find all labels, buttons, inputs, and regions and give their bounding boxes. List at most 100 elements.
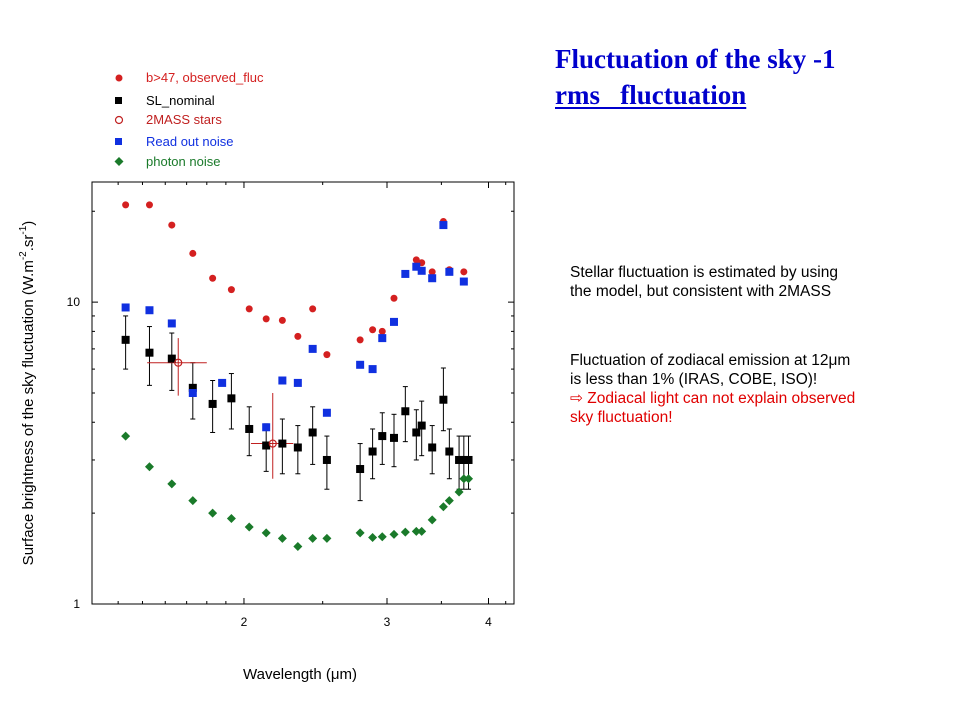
point-read-out-noise <box>322 408 331 417</box>
point-read-out-noise <box>389 317 398 326</box>
point-photon-noise <box>427 515 437 525</box>
stellar-note-line-2: the model, but consistent with 2MASS <box>570 283 832 300</box>
point-sl-nominal <box>389 433 398 442</box>
legend-item-observed: b>47, observed_fluc <box>115 70 264 85</box>
legend-label-observed: b>47, observed_fluc <box>146 70 264 85</box>
point-b-47-observed-fluc <box>245 305 253 313</box>
legend-item-readout: Read out noise <box>115 134 233 149</box>
point-b-47-observed-fluc <box>428 268 436 276</box>
point-sl-nominal <box>401 407 410 416</box>
point-read-out-noise <box>145 306 154 315</box>
point-sl-nominal <box>167 354 176 363</box>
point-photon-noise <box>167 479 177 489</box>
point-2mass-stars <box>268 439 277 448</box>
legend-item-sl-nominal: SL_nominal <box>115 93 215 108</box>
point-sl-nominal <box>459 455 468 464</box>
zodiacal-note-line-1: Fluctuation of zodiacal emission at 12μm <box>570 352 851 369</box>
point-sl-nominal <box>368 447 377 456</box>
legend-label-sl-nominal: SL_nominal <box>146 93 215 108</box>
point-sl-nominal <box>208 399 217 408</box>
point-2mass-stars <box>174 358 183 367</box>
point-b-47-observed-fluc <box>323 351 331 359</box>
plot-frame <box>91 181 515 605</box>
point-sl-nominal <box>378 432 387 441</box>
zodiacal-note-line-3: ⇨ Zodiacal light can not explain observe… <box>570 390 856 407</box>
legend-item-photon: photon noise <box>114 154 220 169</box>
point-sl-nominal <box>412 428 421 437</box>
point-b-47-observed-fluc <box>122 201 130 209</box>
point-b-47-observed-fluc <box>278 316 286 324</box>
legend: b>47, observed_fluc SL_nominal 2MASS sta… <box>114 70 264 169</box>
legend-marker-photon <box>114 157 124 166</box>
point-read-out-noise <box>428 274 437 283</box>
point-read-out-noise <box>167 319 176 328</box>
legend-label-readout: Read out noise <box>146 134 233 149</box>
point-photon-noise <box>438 502 448 512</box>
point-sl-nominal <box>322 455 331 464</box>
legend-item-2mass: 2MASS stars <box>114 112 222 127</box>
point-sl-nominal <box>262 441 271 450</box>
point-sl-nominal <box>308 428 317 437</box>
zodiacal-note: Fluctuation of zodiacal emission at 12μm… <box>570 351 940 427</box>
point-photon-noise <box>411 526 421 536</box>
point-photon-noise <box>188 496 198 506</box>
stellar-note-line-1: Stellar fluctuation is estimated by usin… <box>570 264 838 281</box>
legend-label-2mass: 2MASS stars <box>146 112 222 127</box>
point-sl-nominal <box>439 395 448 404</box>
point-sl-nominal <box>464 455 473 464</box>
point-photon-noise <box>444 496 454 506</box>
y-axis-label-sup1: -2 <box>18 251 29 260</box>
point-read-out-noise <box>439 221 448 230</box>
zodiacal-note-line-4: sky fluctuation! <box>570 409 673 426</box>
point-read-out-noise <box>378 334 387 343</box>
point-photon-noise <box>293 542 303 552</box>
point-read-out-noise <box>218 378 227 387</box>
axis-ticks <box>92 182 514 605</box>
y-axis-label-mid: .sr <box>20 235 37 252</box>
y-tick-label: 10 <box>67 295 81 309</box>
point-b-47-observed-fluc <box>145 201 153 209</box>
point-photon-noise <box>322 533 332 543</box>
y-axis-label-end: ) <box>20 221 37 226</box>
slide-subtitle: rms fluctuation <box>555 80 747 110</box>
point-sl-nominal <box>121 335 130 344</box>
point-read-out-noise <box>188 389 197 397</box>
point-photon-noise <box>389 529 399 539</box>
point-photon-noise <box>121 431 131 441</box>
point-sl-nominal <box>417 421 426 430</box>
point-read-out-noise <box>401 269 410 278</box>
point-read-out-noise <box>417 266 426 275</box>
x-tick-label: 3 <box>384 615 391 629</box>
point-read-out-noise <box>445 267 454 276</box>
point-read-out-noise <box>278 376 287 385</box>
legend-marker-sl-nominal <box>115 97 122 104</box>
y-axis-label-sup2: -1 <box>18 225 29 234</box>
y-axis-label: Surface brightness of the sky fluctuatio… <box>18 221 37 566</box>
point-read-out-noise <box>293 378 302 387</box>
point-sl-nominal <box>293 443 302 452</box>
point-b-47-observed-fluc <box>189 249 197 257</box>
point-photon-noise <box>261 528 271 538</box>
point-sl-nominal <box>445 447 454 456</box>
x-tick-label: 4 <box>485 615 492 629</box>
point-sl-nominal <box>455 455 464 464</box>
data-points <box>121 201 474 552</box>
point-read-out-noise <box>368 365 377 374</box>
point-photon-noise <box>208 508 218 518</box>
point-photon-noise <box>355 528 365 538</box>
point-b-47-observed-fluc <box>227 286 235 294</box>
point-b-47-observed-fluc <box>262 315 270 323</box>
point-photon-noise <box>377 532 387 542</box>
point-photon-noise <box>226 513 236 523</box>
point-sl-nominal <box>188 383 197 392</box>
point-sl-nominal <box>356 465 365 474</box>
point-sl-nominal <box>278 439 287 448</box>
point-b-47-observed-fluc <box>369 326 377 334</box>
point-photon-noise <box>144 462 154 472</box>
zodiacal-note-line-2: is less than 1% (IRAS, COBE, ISO)! <box>570 371 818 388</box>
stellar-note: Stellar fluctuation is estimated by usin… <box>570 263 940 301</box>
legend-label-photon: photon noise <box>146 154 220 169</box>
point-photon-noise <box>244 522 254 532</box>
point-sl-nominal <box>227 394 236 403</box>
